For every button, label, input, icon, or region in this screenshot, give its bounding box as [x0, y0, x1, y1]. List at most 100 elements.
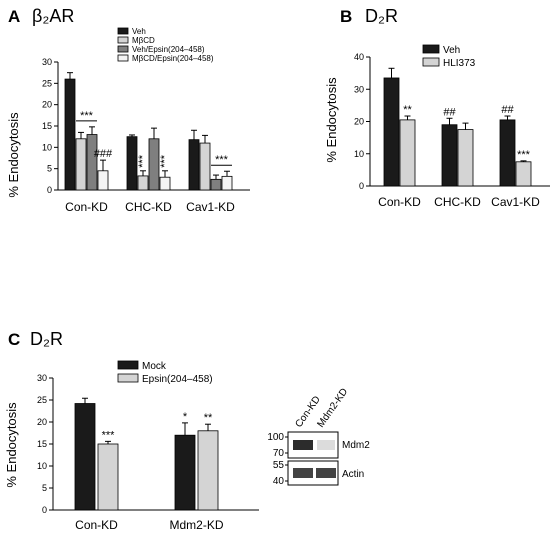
significance-marker: **	[204, 412, 213, 424]
y-tick-label: 15	[37, 439, 47, 449]
significance-marker: ***	[80, 110, 94, 122]
panel-c-letter: C	[8, 330, 20, 349]
significance-marker: *	[183, 411, 188, 423]
blot-band	[317, 440, 335, 450]
significance-marker: ##	[501, 104, 514, 116]
x-category-label: Cav1-KD	[491, 195, 540, 209]
x-category-label: CHC-KD	[125, 200, 172, 214]
legend-label: HLI373	[443, 58, 476, 69]
significance-marker: **	[403, 104, 412, 116]
legend-label: Mock	[142, 361, 167, 372]
y-tick-label: 20	[42, 100, 52, 110]
significance-marker: ***	[517, 149, 531, 161]
bar	[188, 139, 200, 191]
y-tick-label: 10	[37, 461, 47, 471]
significance-marker: ***	[137, 154, 149, 168]
bar	[97, 170, 109, 191]
panel-c-title: D₂R	[30, 329, 63, 349]
x-category-label: Con-KD	[378, 195, 421, 209]
bar	[86, 134, 98, 191]
x-category-label: Cav1-KD	[186, 200, 235, 214]
blot-marker: 100	[267, 432, 284, 443]
bar	[97, 443, 119, 511]
y-tick-label: 0	[359, 181, 364, 191]
bar	[221, 175, 233, 191]
significance-marker: ***	[159, 154, 171, 168]
bar	[174, 434, 196, 511]
bar	[74, 403, 96, 511]
y-tick-label: 10	[354, 149, 364, 159]
blot-marker: 70	[273, 448, 285, 459]
panel-a: A β₂AR % Endocytosis 0 5 10 15 20 25 30 Con-KD C…	[6, 6, 250, 214]
legend-swatch	[117, 360, 139, 370]
y-tick-label: 40	[354, 52, 364, 62]
y-tick-label: 30	[354, 84, 364, 94]
panel-b-ylabel: % Endocytosis	[324, 77, 339, 163]
y-tick-label: 15	[42, 121, 52, 131]
legend-swatch	[422, 57, 440, 67]
legend-label: MβCD/Epsin(204–458)	[132, 54, 214, 63]
legend-label: MβCD	[132, 36, 155, 45]
bar	[199, 142, 211, 191]
y-tick-label: 0	[42, 505, 47, 515]
x-category-label: CHC-KD	[434, 195, 481, 209]
legend-swatch	[422, 44, 440, 54]
panel-a-title: β₂AR	[32, 6, 74, 26]
bar	[197, 430, 219, 511]
y-tick-label: 0	[47, 185, 52, 195]
legend-label: Veh	[132, 27, 146, 36]
bar	[148, 138, 160, 191]
panel-c-ylabel: % Endocytosis	[4, 402, 19, 488]
legend-label: Epsin(204–458)	[142, 374, 213, 385]
bar	[64, 78, 76, 191]
legend-swatch	[117, 27, 129, 35]
y-tick-label: 30	[42, 57, 52, 67]
blot-marker: 55	[273, 460, 285, 471]
y-tick-label: 20	[37, 417, 47, 427]
bar	[383, 77, 400, 187]
y-tick-label: 20	[354, 117, 364, 127]
blot-row-label: Mdm2	[342, 440, 370, 451]
significance-marker: ###	[94, 148, 113, 160]
y-tick-label: 10	[42, 142, 52, 152]
blot-lane-label: Mdm2-KD	[315, 387, 350, 430]
blot-row-label: Actin	[342, 469, 364, 480]
panel-a-letter: A	[8, 7, 20, 26]
panel-b-letter: B	[340, 7, 352, 26]
bar	[399, 119, 416, 187]
blot-band	[316, 468, 336, 478]
y-tick-label: 30	[37, 373, 47, 383]
bar	[75, 138, 87, 191]
panel-b-title: D₂R	[365, 6, 398, 26]
bar	[515, 161, 532, 187]
panel-c: C D₂R % Endocytosis 0 5 10 15 20 25 30 Con-KD Md…	[4, 329, 259, 532]
y-tick-label: 5	[47, 164, 52, 174]
legend-label: Veh	[443, 45, 460, 56]
x-category-label: Mdm2-KD	[169, 518, 223, 532]
legend-swatch	[117, 36, 129, 44]
significance-marker: ##	[443, 106, 456, 118]
legend-swatch	[117, 373, 139, 383]
bar	[137, 175, 149, 191]
x-category-label: Con-KD	[75, 518, 118, 532]
legend-swatch	[117, 45, 129, 53]
legend-swatch	[117, 54, 129, 62]
western-blot: Con-KD Mdm2-KD Mdm2 100 70 Actin 55 40	[267, 387, 370, 487]
blot-band	[293, 468, 313, 478]
bar	[499, 119, 516, 187]
significance-marker: ***	[102, 429, 116, 441]
blot-marker: 40	[273, 476, 285, 487]
bar	[159, 176, 171, 191]
blot-band	[293, 440, 313, 450]
bar	[126, 136, 138, 191]
panel-b: B D₂R % Endocytosis 0 10 20 30 40 Con-KD CHC-K…	[324, 6, 550, 209]
legend-label: Veh/Epsin(204–458)	[132, 45, 205, 54]
bar	[457, 129, 474, 187]
panel-a-ylabel: % Endocytosis	[6, 112, 21, 198]
x-category-label: Con-KD	[65, 200, 108, 214]
y-tick-label: 5	[42, 483, 47, 493]
bar	[441, 124, 458, 187]
y-tick-label: 25	[37, 395, 47, 405]
y-tick-label: 25	[42, 78, 52, 88]
